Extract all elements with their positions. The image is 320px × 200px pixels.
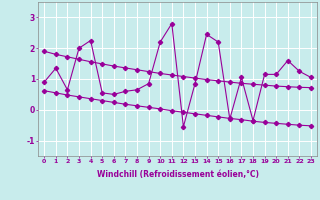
X-axis label: Windchill (Refroidissement éolien,°C): Windchill (Refroidissement éolien,°C) <box>97 170 259 179</box>
